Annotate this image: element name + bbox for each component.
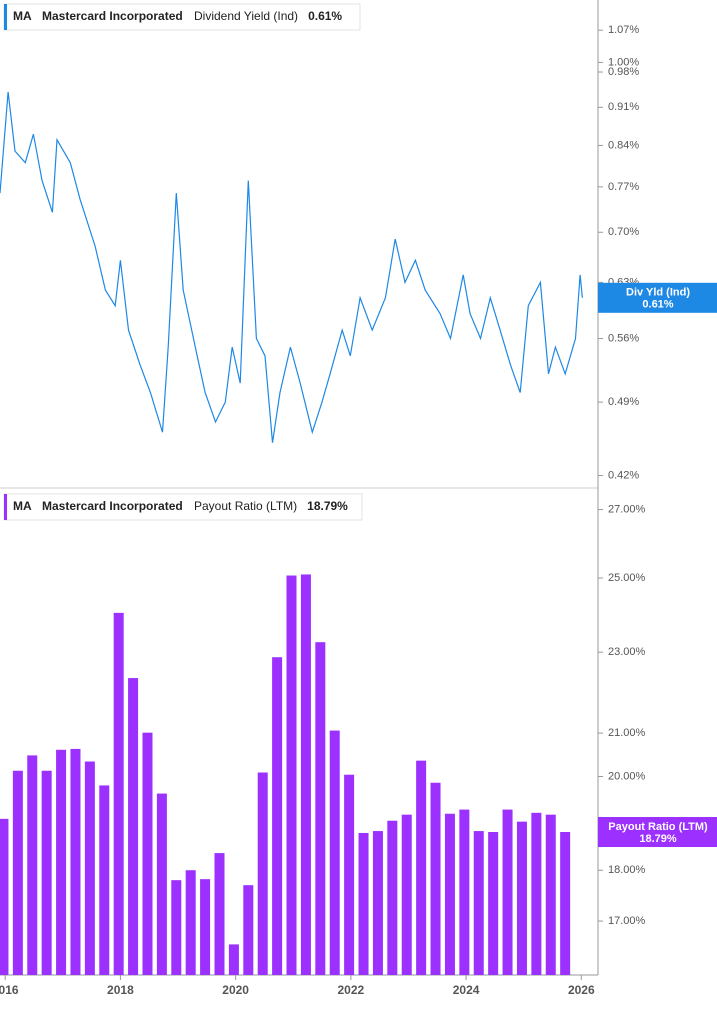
bar (387, 820, 398, 975)
legend-series: Dividend Yield (Ind) (194, 9, 298, 23)
bar (200, 879, 211, 975)
bar (128, 678, 139, 975)
y-tick-label: 1.00% (608, 56, 639, 68)
bar (416, 760, 427, 975)
bar (12, 770, 23, 975)
bar (516, 821, 527, 975)
flag-label: Div Yld (Ind) (626, 287, 690, 299)
bar (70, 748, 81, 975)
y-tick-label: 0.49% (608, 396, 639, 408)
bar (56, 749, 67, 975)
bar (372, 831, 383, 975)
y-tick-label: 20.00% (608, 770, 646, 782)
bar (27, 755, 38, 975)
bar (473, 831, 484, 975)
bar (531, 812, 542, 975)
legend-ticker: MA (13, 9, 32, 23)
bar (185, 870, 196, 975)
flag-value: 0.61% (642, 299, 673, 311)
legend-value: 0.61% (308, 9, 342, 23)
x-tick-label: 2018 (107, 983, 134, 997)
legend-company: Mastercard Incorporated (42, 499, 183, 513)
bar (257, 772, 268, 975)
y-tick-label: 21.00% (608, 727, 646, 739)
bar (358, 832, 369, 975)
bar (502, 809, 513, 975)
x-tick-label: 2024 (453, 983, 480, 997)
last-value-flag (598, 282, 717, 313)
x-tick-label: 2026 (568, 983, 595, 997)
bar (142, 732, 153, 975)
y-tick-label: 0.91% (608, 101, 639, 113)
bar (84, 761, 95, 975)
bar (444, 813, 455, 975)
legend-company: Mastercard Incorporated (42, 9, 183, 23)
bar (300, 574, 311, 975)
bar (344, 774, 355, 975)
bar (329, 730, 340, 975)
bar (113, 612, 124, 975)
y-tick-label: 1.07% (608, 24, 639, 36)
flag-label: Payout Ratio (LTM) (608, 821, 708, 833)
legend-swatch (4, 4, 7, 30)
bar (545, 814, 556, 975)
last-value-flag (598, 817, 717, 848)
legend-box (3, 3, 361, 31)
y-tick-label: 0.56% (608, 332, 639, 344)
x-tick-label: 2022 (337, 983, 364, 997)
legend-series: Payout Ratio (LTM) (194, 499, 297, 513)
bar (171, 880, 182, 975)
bar (228, 944, 239, 975)
flag-value: 18.79% (639, 833, 677, 845)
bar (315, 642, 326, 975)
y-tick-label: 0.98% (608, 66, 639, 78)
y-tick-label: 18.00% (608, 864, 646, 876)
legend-value: 18.79% (307, 499, 348, 513)
data-line (0, 91, 583, 443)
y-tick-label: 25.00% (608, 572, 646, 584)
bar (272, 657, 283, 975)
y-tick-label: 27.00% (608, 503, 646, 515)
bar (0, 818, 9, 975)
bar (401, 814, 412, 975)
x-tick-label: 2020 (222, 983, 249, 997)
bar (286, 575, 297, 975)
y-tick-label: 0.77% (608, 181, 639, 193)
bar (430, 782, 441, 975)
y-tick-label: 17.00% (608, 915, 646, 927)
bar (214, 853, 225, 975)
bar (41, 770, 52, 975)
y-tick-label: 0.70% (608, 226, 639, 238)
bar (488, 832, 499, 975)
legend-swatch (4, 494, 7, 520)
bar (560, 832, 571, 975)
x-tick-label: 2016 (0, 983, 19, 997)
legend-ticker: MA (13, 499, 32, 513)
y-tick-label: 23.00% (608, 646, 646, 658)
bar (243, 885, 254, 975)
y-tick-label: 0.42% (608, 469, 639, 481)
bar (156, 793, 167, 975)
bar (99, 785, 110, 975)
bar (459, 809, 470, 975)
y-tick-label: 0.84% (608, 139, 639, 151)
